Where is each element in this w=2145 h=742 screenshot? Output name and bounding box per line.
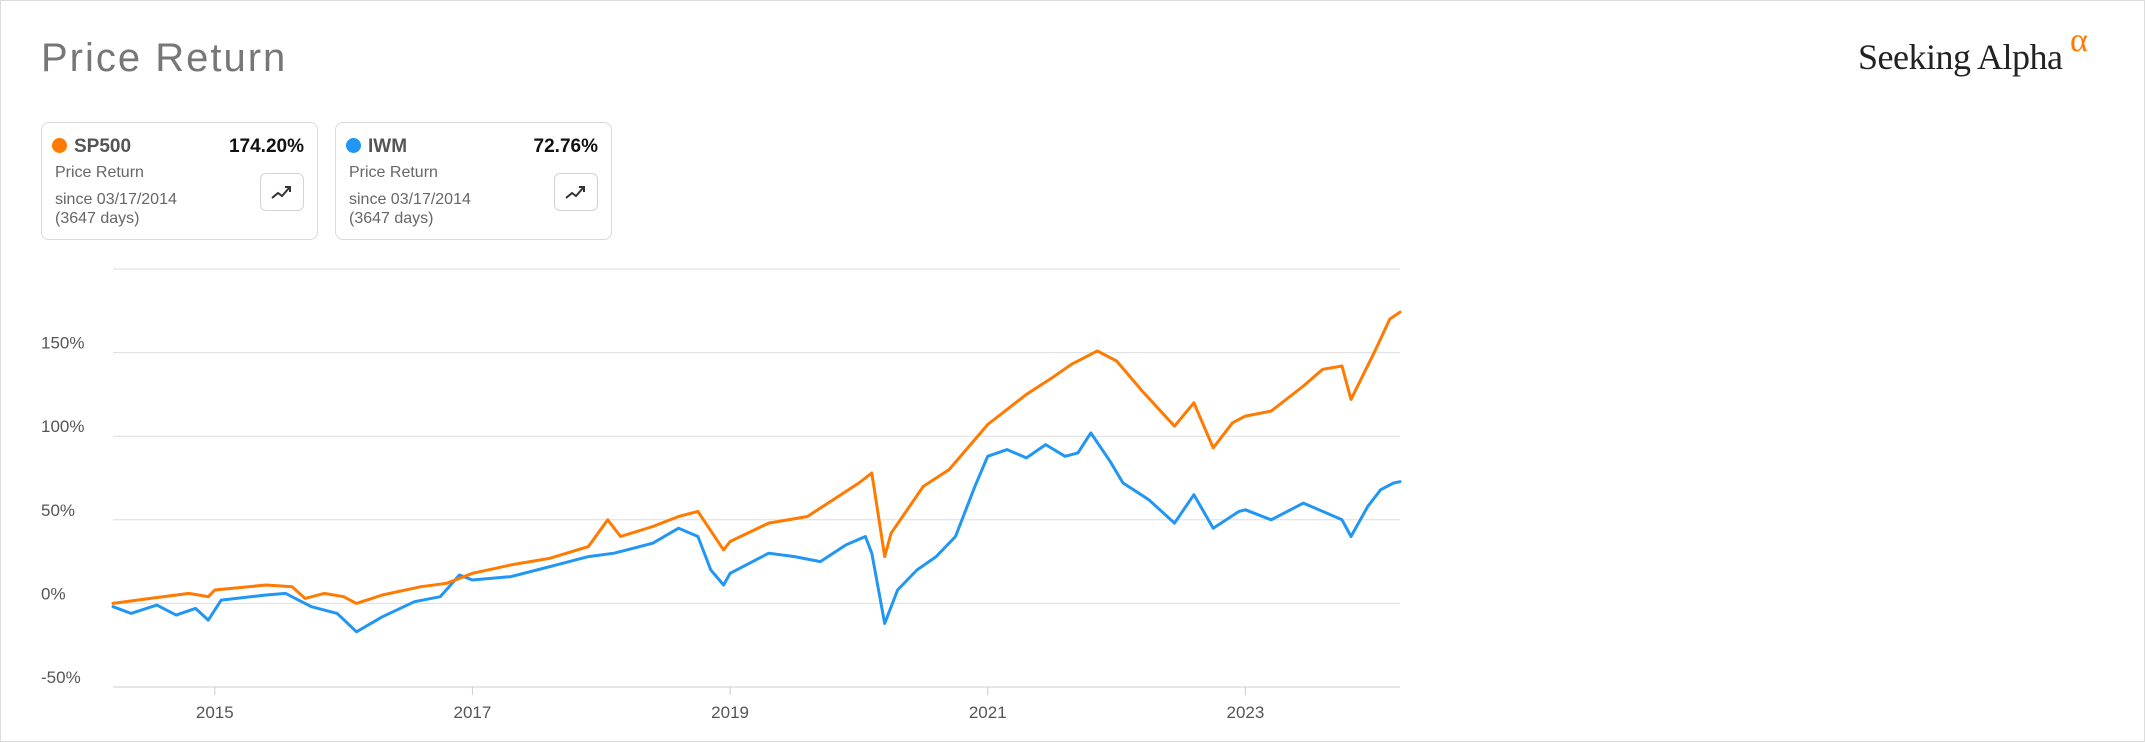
- y-tick-label: 150%: [41, 334, 84, 353]
- trend-chart-button[interactable]: [554, 173, 598, 211]
- series-card-iwm[interactable]: IWM 72.76% Price Return since 03/17/2014…: [335, 122, 612, 240]
- x-tick-label: 2017: [454, 703, 492, 722]
- x-tick-label: 2023: [1226, 703, 1264, 722]
- series-metric-label: Price Return: [349, 164, 438, 181]
- brand-logo[interactable]: Seeking Alpha: [1858, 36, 2063, 78]
- brand-name: Seeking Alpha: [1858, 37, 2063, 77]
- series-days-count: (3647 days): [349, 210, 434, 227]
- series-since-date: since 03/17/2014: [55, 191, 177, 208]
- series-line-iwm: [111, 431, 1402, 634]
- series-card-sp500[interactable]: SP500 174.20% Price Return since 03/17/2…: [41, 122, 318, 240]
- series-days-count: (3647 days): [55, 210, 140, 227]
- trend-chart-button[interactable]: [260, 173, 304, 211]
- y-tick-label: 50%: [41, 501, 75, 520]
- trend-chart-icon: [271, 186, 291, 199]
- x-tick-label: 2021: [969, 703, 1007, 722]
- y-tick-label: -50%: [41, 668, 81, 687]
- x-tick-label: 2015: [196, 703, 234, 722]
- x-tick-label: 2019: [711, 703, 749, 722]
- series-color-dot: [52, 138, 67, 153]
- series-ticker: SP500: [74, 136, 132, 157]
- series-ticker: IWM: [368, 136, 408, 157]
- series-return-value: 72.76%: [533, 136, 598, 157]
- series-metric-label: Price Return: [55, 164, 144, 181]
- series-since-date: since 03/17/2014: [349, 191, 471, 208]
- trend-chart-icon: [565, 186, 585, 199]
- y-tick-label: 0%: [41, 584, 66, 603]
- alpha-logo-icon: α: [2070, 22, 2088, 59]
- page-title: Price Return: [41, 36, 288, 80]
- series-return-value: 174.20%: [228, 136, 304, 157]
- series-line-sp500: [111, 310, 1402, 605]
- y-tick-label: 100%: [41, 417, 84, 436]
- series-color-dot: [346, 138, 361, 153]
